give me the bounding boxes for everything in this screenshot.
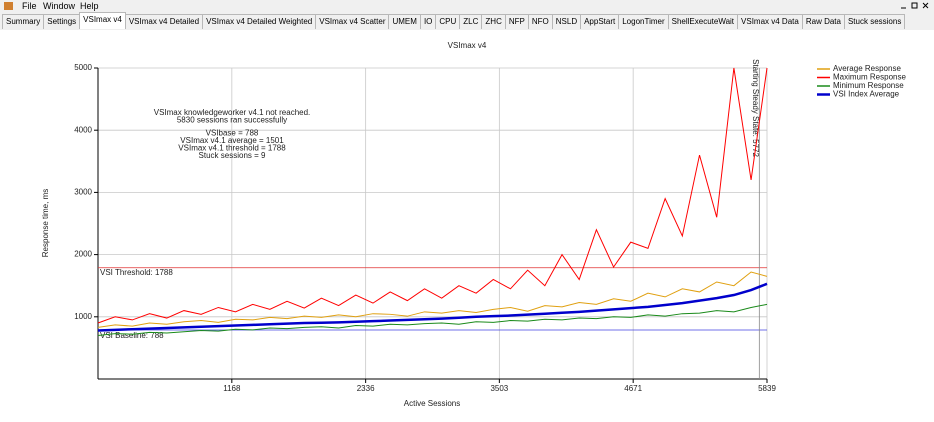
tab[interactable]: NSLD bbox=[551, 14, 582, 29]
app-icon bbox=[4, 2, 13, 10]
menu-item[interactable]: Window bbox=[43, 1, 76, 11]
tab-strip: Summary Settings VSImax v4 VSImax v4 Detail… bbox=[2, 12, 906, 29]
chart: VSImax v4 Active Sessions Response time,… bbox=[0, 30, 934, 422]
legend-label: Maximum Response bbox=[833, 73, 906, 82]
tab[interactable]: VSImax v4 Detailed bbox=[124, 14, 204, 29]
x-axis-label: Active Sessions bbox=[404, 399, 460, 408]
menu-item[interactable]: File bbox=[22, 1, 37, 11]
annotation: VSIbase = 788 bbox=[206, 129, 259, 138]
y-tick-label: 4000 bbox=[74, 125, 92, 134]
series-line bbox=[97, 303, 768, 336]
x-tick-label: 1168 bbox=[223, 384, 241, 393]
annotation: VSImax v4.1 average = 1501 bbox=[180, 136, 284, 145]
tab[interactable]: Settings bbox=[43, 14, 81, 29]
chart-title: VSImax v4 bbox=[448, 41, 487, 50]
baseline-label: VSI Baseline: 788 bbox=[100, 331, 164, 340]
y-axis-label: Response time, ms bbox=[41, 189, 50, 257]
x-tick-label: 5839 bbox=[758, 384, 776, 393]
tab[interactable]: ZHC bbox=[481, 14, 506, 29]
tab[interactable]: VSImax v4 Scatter bbox=[315, 14, 390, 29]
annotation: VSImax v4.1 threshold = 1788 bbox=[178, 144, 286, 153]
tab[interactable]: ShellExecuteWait bbox=[667, 14, 739, 29]
tab[interactable]: AppStart bbox=[580, 14, 620, 29]
menu-item[interactable]: Help bbox=[80, 1, 99, 11]
legend-label: Minimum Response bbox=[833, 81, 904, 90]
tab[interactable]: Stuck sessions bbox=[843, 14, 906, 29]
x-tick-label: 3503 bbox=[490, 384, 508, 393]
series-line bbox=[97, 67, 768, 324]
tab[interactable]: IO bbox=[419, 14, 437, 29]
x-tick-label: 2336 bbox=[357, 384, 375, 393]
tab[interactable]: NFO bbox=[527, 14, 553, 29]
menu-bar: File Window Help bbox=[0, 0, 934, 13]
tab[interactable]: Raw Data bbox=[801, 14, 845, 29]
annotation: VSImax knowledgeworker v4.1 not reached. bbox=[154, 108, 311, 117]
annotation: Stuck sessions = 9 bbox=[199, 151, 266, 160]
x-tick-label: 4671 bbox=[624, 384, 642, 393]
legend-label: VSI Index Average bbox=[833, 90, 900, 99]
annotation: 5830 sessions ran successfully bbox=[177, 116, 287, 125]
tab[interactable]: VSImax v4 Detailed Weighted bbox=[202, 14, 317, 29]
series-line bbox=[97, 282, 768, 332]
y-tick-label: 3000 bbox=[74, 188, 92, 197]
steady-state-label: Starting Steady State: 5772 bbox=[751, 59, 760, 157]
threshold-label: VSI Threshold: 1788 bbox=[100, 268, 173, 277]
tab[interactable]: VSImax v4 Data bbox=[737, 14, 803, 29]
y-tick-label: 1000 bbox=[74, 312, 92, 321]
y-tick-label: 5000 bbox=[74, 63, 92, 72]
window-controls[interactable] bbox=[900, 0, 930, 12]
tab[interactable]: VSImax v4 bbox=[79, 12, 126, 29]
tab[interactable]: Summary bbox=[2, 14, 45, 29]
tab[interactable]: ZLC bbox=[459, 14, 483, 29]
tab[interactable]: NFP bbox=[504, 14, 529, 29]
y-tick-label: 2000 bbox=[74, 250, 92, 259]
series-line bbox=[97, 271, 768, 328]
tab[interactable]: CPU bbox=[435, 14, 461, 29]
tab[interactable]: LogonTimer bbox=[618, 14, 669, 29]
legend-label: Average Response bbox=[833, 64, 901, 73]
tab[interactable]: UMEM bbox=[388, 14, 421, 29]
